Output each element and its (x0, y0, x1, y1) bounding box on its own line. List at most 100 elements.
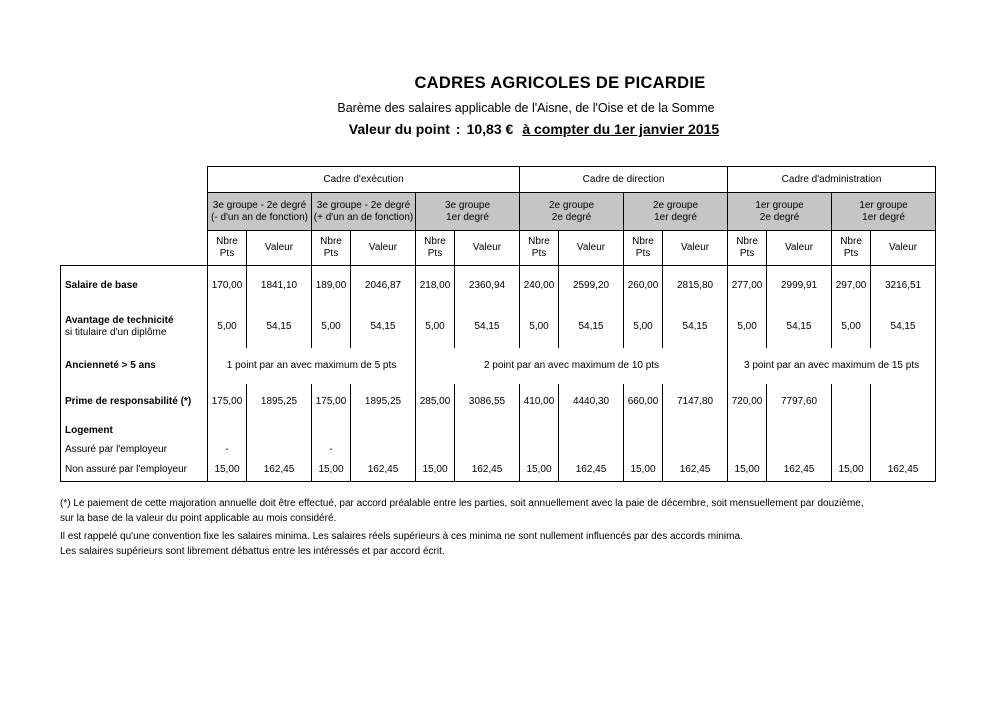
cell-text: Nbre (216, 236, 238, 247)
subcol-header-row: Nbre Pts Valeur Nbre Pts Valeur Nbre Pts Valeur N… (61, 230, 937, 266)
cell-text: 1er degré (862, 211, 905, 223)
table-cell (519, 440, 560, 460)
footnote-majoration: (*) Le paiement de cette majoration annu… (60, 496, 864, 526)
table-cell: 5,00 (519, 305, 560, 348)
salary-table-container: Cadre d'exécution Cadre de direction Cadre… (60, 166, 937, 482)
table-corner (61, 231, 208, 266)
table-cell (623, 420, 664, 441)
table-cell: 162,45 (662, 459, 729, 482)
point-value-line: Valeur du point:10,83 € à compter du 1er … (38, 121, 992, 137)
point-value: 10,83 € (466, 121, 514, 137)
cell-text: 2e degré (759, 211, 800, 223)
cell-text: 2e groupe (653, 199, 699, 211)
table-row-anciennete: Ancienneté > 5 ans 1 point par an avec ma… (60, 347, 937, 384)
cell-text: 1er degré (446, 211, 489, 223)
table-cell: 4440,30 (558, 383, 625, 421)
table-cell: 15,00 (311, 459, 351, 482)
table-cell: 54,15 (870, 305, 937, 348)
value-column-header: Valeur (766, 230, 833, 266)
table-cell (870, 420, 937, 441)
cell-text: Pts (323, 248, 339, 259)
footnote-line: sur la base de la valeur du point applic… (60, 513, 337, 524)
table-row-nonassure: Non assuré par l'employeur 15,00 162,45 15,… (60, 459, 937, 482)
table-cell: 162,45 (870, 459, 937, 482)
table-cell (246, 420, 312, 441)
points-column-header: Nbre Pts (727, 230, 768, 266)
table-cell (453, 420, 521, 441)
document-header: CADRES AGRICOLES DE PICARDIE Barème des … (0, 74, 992, 137)
table-cell: 54,15 (558, 305, 625, 348)
table-cell (519, 420, 560, 441)
cell-text: Prime de responsabilité (*) (65, 396, 192, 407)
table-cell: 54,15 (453, 305, 521, 348)
table-cell: 15,00 (519, 459, 560, 482)
footnote-line: (*) Le paiement de cette majoration annu… (60, 498, 864, 509)
points-column-header: Nbre Pts (311, 230, 351, 266)
table-cell: 2046,87 (350, 265, 416, 306)
table-cell: 410,00 (519, 383, 560, 421)
table-cell: 175,00 (311, 383, 351, 421)
table-cell: 15,00 (207, 459, 247, 482)
row-label-anciennete: Ancienneté > 5 ans (60, 347, 208, 384)
table-cell: 189,00 (311, 265, 351, 306)
table-cell (766, 440, 833, 460)
table-cell: 240,00 (519, 265, 560, 306)
point-effective-date: à compter du 1er janvier 2015 (522, 121, 720, 137)
table-cell: 2 point par an avec maximum de 10 pts (414, 347, 729, 384)
table-cell: 5,00 (415, 305, 455, 348)
group-header: 3e groupe - 2e degré (+ d'un an de foncti… (311, 192, 416, 231)
cell-text: 1er groupe (755, 199, 804, 211)
table-cell: 15,00 (727, 459, 768, 482)
cell-text: 3e groupe (444, 199, 491, 211)
table-cell: 54,15 (246, 305, 312, 348)
group-header: 1er groupe 1er degré (831, 192, 937, 231)
table-cell: 7147,80 (662, 383, 729, 421)
cell-text: 1er degré (654, 211, 697, 223)
cell-text: Nbre (424, 236, 446, 247)
table-cell: 175,00 (207, 383, 247, 421)
table-cell (831, 440, 872, 460)
row-label-nonassure: Non assuré par l'employeur (60, 459, 208, 482)
cell-text: Salaire de base (65, 279, 138, 291)
table-cell: 1895,25 (350, 383, 416, 421)
table-cell: 5,00 (831, 305, 872, 348)
table-cell (662, 420, 729, 441)
point-label: Valeur du point (348, 121, 450, 137)
table-cell (558, 420, 625, 441)
table-cell (415, 440, 455, 460)
points-column-header: Nbre Pts (519, 230, 560, 266)
table-cell (662, 440, 729, 460)
table-cell: 1895,25 (246, 383, 312, 421)
group-header: 2e groupe 2e degré (519, 192, 625, 231)
cell-text: 2e groupe (548, 199, 595, 211)
group-header: 3e groupe - 2e degré (- d'un an de foncti… (207, 192, 312, 231)
table-cell (415, 420, 455, 441)
table-cell (831, 383, 872, 421)
table-cell (350, 420, 416, 441)
cell-text: (+ d'un an de fonction) (313, 211, 414, 223)
group-header-row: 3e groupe - 2e degré (- d'un an de foncti… (61, 192, 937, 231)
table-cell: 260,00 (623, 265, 664, 306)
group-header: 2e groupe 1er degré (623, 192, 729, 231)
table-cell (831, 420, 872, 441)
table-row-avantage: Avantage de technicité si titulaire d'un … (60, 305, 937, 348)
table-cell: 720,00 (727, 383, 768, 421)
points-column-header: Nbre Pts (207, 230, 247, 266)
table-cell: 3216,51 (870, 265, 937, 306)
footnote-line: Il est rappelé qu'une convention fixe le… (60, 531, 743, 542)
table-cell: 285,00 (415, 383, 455, 421)
table-cell: 1 point par an avec maximum de 5 pts (207, 347, 416, 384)
table-cell: 54,15 (662, 305, 729, 348)
table-cell: 170,00 (207, 265, 247, 306)
cell-text: Pts (843, 248, 859, 259)
row-label-salaire: Salaire de base (60, 265, 208, 306)
footnote-convention: Il est rappelé qu'une convention fixe le… (60, 529, 743, 559)
table-cell (246, 440, 312, 460)
group-header: 3e groupe 1er degré (414, 192, 521, 231)
table-cell: 660,00 (623, 383, 664, 421)
group-header: 1er groupe 2e degré (727, 192, 833, 231)
value-column-header: Valeur (246, 230, 312, 266)
table-cell (766, 420, 833, 441)
table-cell: 162,45 (350, 459, 416, 482)
value-column-header: Valeur (870, 230, 937, 266)
